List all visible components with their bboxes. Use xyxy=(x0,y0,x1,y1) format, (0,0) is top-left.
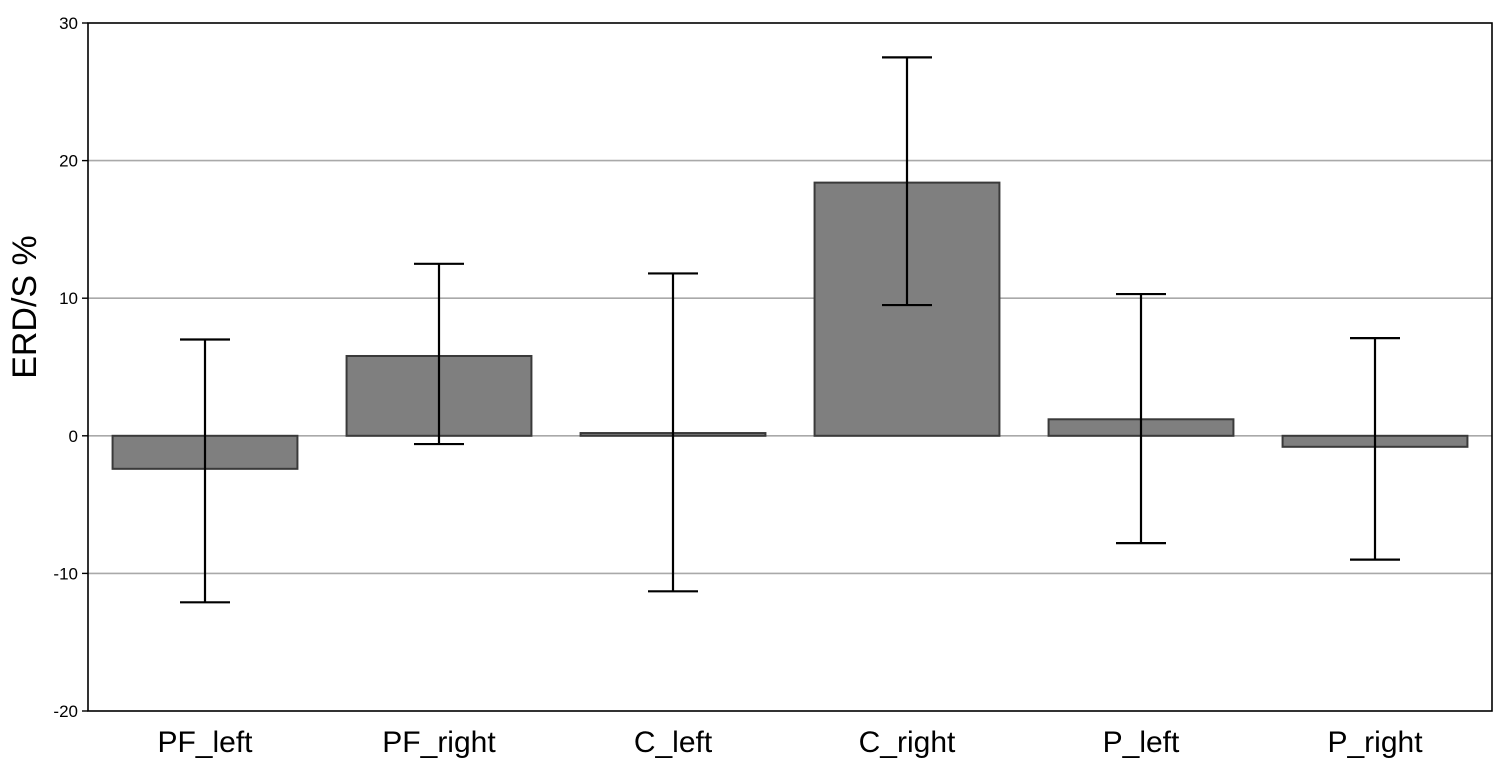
error-bars xyxy=(180,56,1400,604)
gridlines xyxy=(88,159,1492,575)
y-tick-label: 30 xyxy=(59,14,78,33)
plot-frame xyxy=(87,22,1493,712)
y-axis-ticks: -20 -10 0 10 20 30 xyxy=(53,14,88,721)
y-tick-label: 10 xyxy=(59,289,78,308)
bars xyxy=(111,181,1469,470)
x-tick-label: P_right xyxy=(1327,726,1423,759)
x-tick-label: C_right xyxy=(859,726,956,759)
x-axis-labels: PF_left PF_right C_left C_right P_left P_righ… xyxy=(157,726,1423,759)
x-tick-label: PF_right xyxy=(382,726,496,759)
y-axis-title: ERD/S % xyxy=(6,235,44,379)
y-tick-label: 0 xyxy=(69,427,78,446)
y-tick-label: -20 xyxy=(53,702,78,721)
x-tick-label: P_left xyxy=(1103,726,1180,759)
x-tick-label: C_left xyxy=(634,726,713,759)
y-tick-label: -10 xyxy=(53,564,78,583)
x-tick-label: PF_left xyxy=(157,726,253,759)
y-tick-label: 20 xyxy=(59,152,78,171)
